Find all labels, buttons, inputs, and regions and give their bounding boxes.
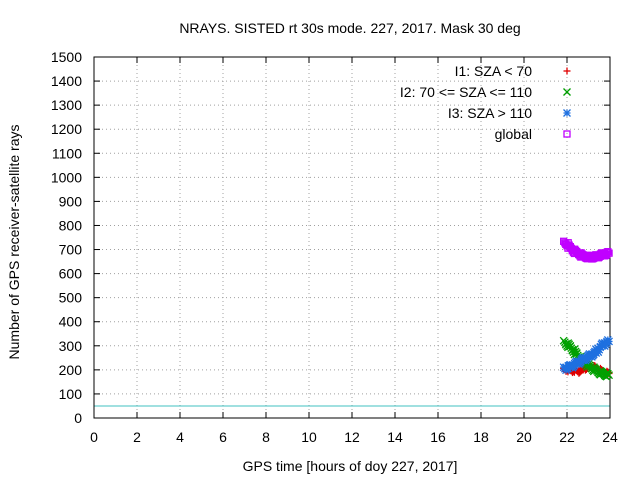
x-tick-label: 0 — [90, 429, 98, 445]
y-tick-label: 1500 — [51, 49, 82, 65]
grid — [94, 57, 610, 418]
chart-title: NRAYS. SISTED rt 30s mode. 227, 2017. Ma… — [179, 20, 520, 36]
legend: I1: SZA < 70 I2: 70 <= SZA <= 110 I3: SZA … — [400, 63, 571, 142]
legend-marker — [563, 88, 571, 96]
legend-label: I3: SZA > 110 — [448, 105, 532, 121]
x-tick-label: 4 — [176, 429, 184, 445]
y-tick-label: 500 — [59, 290, 83, 306]
y-tick-label: 400 — [59, 314, 83, 330]
data-point — [605, 371, 614, 380]
x-tick-label: 10 — [301, 429, 317, 445]
legend-label: I2: 70 <= SZA <= 110 — [400, 84, 532, 100]
data-point — [604, 247, 612, 256]
x-tick-label: 16 — [430, 429, 446, 445]
y-tick-label: 600 — [59, 266, 83, 282]
x-tick-label: 24 — [602, 429, 618, 445]
data-point — [605, 249, 613, 257]
data-series — [559, 237, 614, 381]
x-tick-label: 2 — [133, 429, 141, 445]
axes — [93, 56, 611, 419]
y-axis-label: Number of GPS receiver-satellite rays — [6, 125, 22, 360]
x-tick-label: 8 — [262, 429, 270, 445]
y-tick-label: 1000 — [51, 169, 82, 185]
series-3 — [559, 336, 614, 375]
tick-labels: 0100200300400500600700800900100011001200… — [51, 49, 618, 445]
legend-marker — [563, 109, 571, 117]
y-tick-label: 800 — [59, 217, 83, 233]
series-4 — [560, 237, 613, 263]
y-tick-label: 1200 — [51, 121, 82, 137]
x-tick-label: 22 — [559, 429, 575, 445]
x-axis-label: GPS time [hours of doy 227, 2017] — [243, 458, 458, 474]
x-tick-label: 20 — [516, 429, 532, 445]
y-tick-label: 300 — [59, 338, 83, 354]
plot-frame — [93, 56, 611, 419]
legend-marker — [563, 67, 571, 75]
x-tick-label: 14 — [387, 429, 403, 445]
y-tick-label: 1400 — [51, 73, 82, 89]
y-tick-label: 1100 — [52, 145, 82, 161]
x-tick-label: 12 — [344, 429, 360, 445]
y-tick-label: 0 — [74, 410, 82, 426]
data-point — [605, 337, 614, 346]
x-tick-label: 6 — [219, 429, 227, 445]
y-tick-label: 1300 — [51, 97, 82, 113]
y-tick-label: 200 — [59, 362, 83, 378]
y-tick-label: 100 — [59, 386, 83, 402]
x-tick-label: 18 — [473, 429, 489, 445]
legend-label: global — [495, 126, 532, 142]
y-tick-label: 900 — [59, 193, 83, 209]
legend-label: I1: SZA < 70 — [455, 63, 533, 79]
legend-marker — [563, 130, 571, 138]
y-tick-label: 700 — [59, 242, 83, 258]
